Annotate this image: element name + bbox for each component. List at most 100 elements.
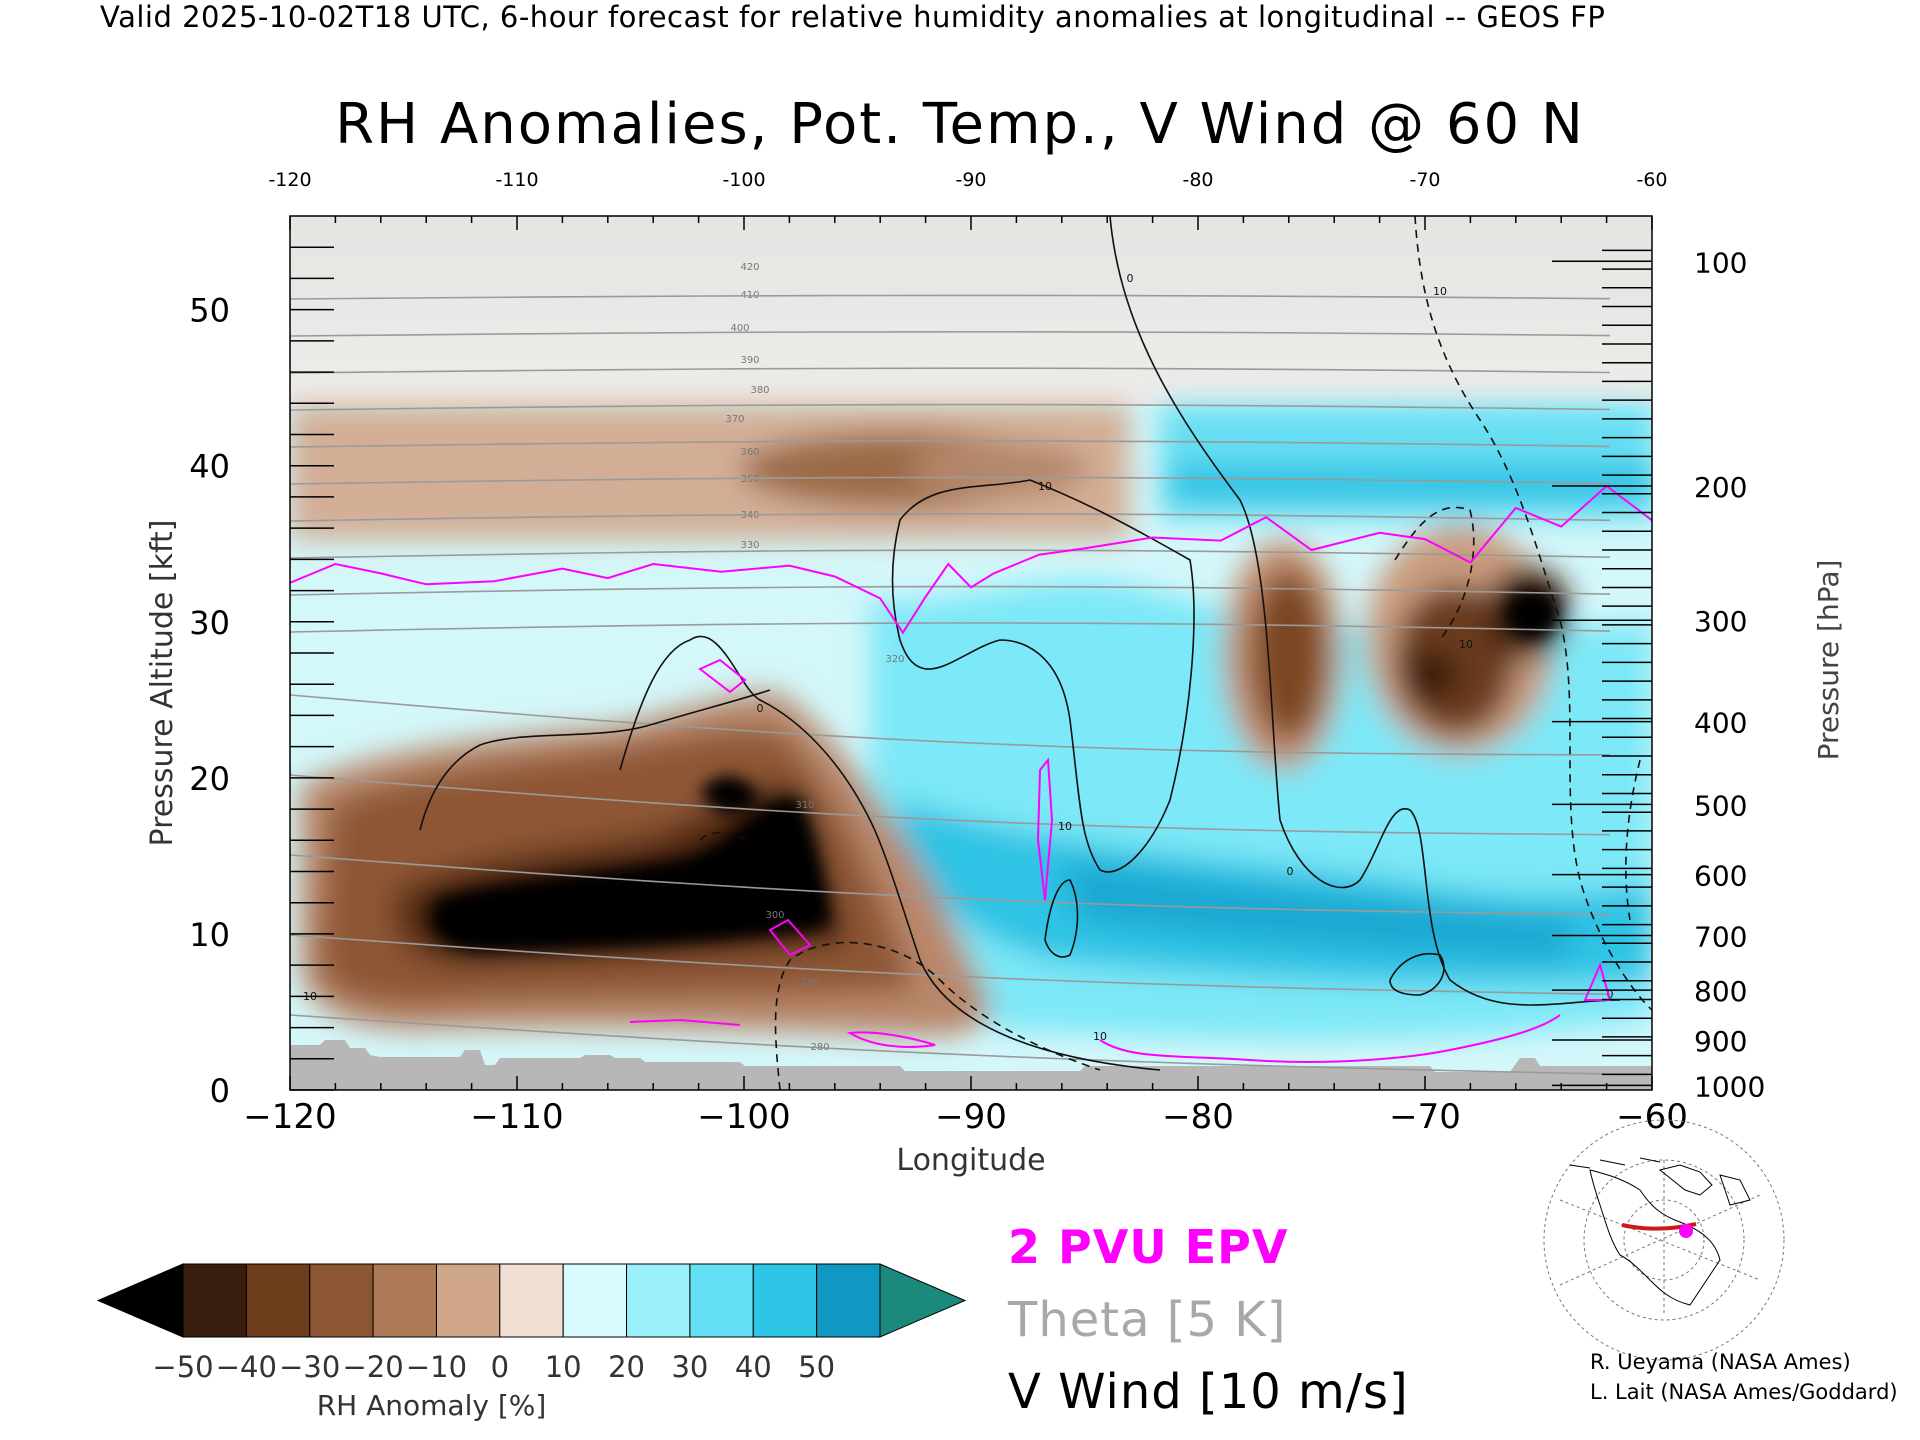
x-tick-label: −60 <box>1616 1097 1688 1137</box>
colorbar-swatch <box>752 1263 818 1338</box>
x-top-tick-label: -80 <box>1182 169 1213 191</box>
x-top-tick-label: -110 <box>495 169 538 191</box>
theta-contour-label: 300 <box>765 910 784 921</box>
colorbar-swatch <box>309 1263 374 1338</box>
colorbar-over-arrow <box>879 1263 967 1338</box>
colorbar-tick-label: 50 <box>798 1350 835 1384</box>
theta-contour <box>290 622 1611 642</box>
theta-contour <box>290 476 1611 494</box>
colorbar-swatch <box>182 1263 247 1338</box>
pressure-tick-label: 1000 <box>1694 1070 1765 1103</box>
pressure-tick-label: 500 <box>1694 789 1747 822</box>
colorbar-swatch <box>499 1263 564 1338</box>
pressure-tick-label: 800 <box>1694 975 1747 1008</box>
colorbar-swatch <box>372 1263 437 1338</box>
location-marker <box>1679 1224 1693 1238</box>
theta-contour <box>290 1005 1611 1075</box>
legend-theta: Theta [5 K] <box>1008 1292 1287 1348</box>
theta-contour <box>290 367 1611 383</box>
pressure-tick-label: 600 <box>1694 860 1747 893</box>
wind-contour-label: 0 <box>1607 988 1614 1001</box>
theta-contour-label: 420 <box>740 262 759 273</box>
colorbar-swatch <box>562 1263 628 1338</box>
colorbar-swatch <box>689 1263 754 1338</box>
y2-axis-label: Pressure [hPa] <box>1812 560 1845 761</box>
wind-contour-label: 0 <box>757 702 764 715</box>
theta-contour-label: 310 <box>795 800 814 811</box>
theta-contour-label: 280 <box>810 1042 829 1053</box>
x-tick-label: −110 <box>470 1097 563 1137</box>
theta-contour <box>290 440 1611 457</box>
wind-contour-label: 10 <box>1058 820 1072 833</box>
x-top-tick-label: -90 <box>955 169 986 191</box>
theta-contour-label: 380 <box>750 385 769 396</box>
colorbar-tick-label: 10 <box>545 1350 582 1384</box>
colorbar-tick-label: −20 <box>342 1350 403 1384</box>
theta-contour-label: 290 <box>800 977 819 988</box>
theta-contour <box>290 331 1611 346</box>
wind-contour-label: 10 <box>1459 638 1473 651</box>
legend-vwind: V Wind [10 m/s] <box>1008 1364 1409 1420</box>
pressure-tick-label: 400 <box>1694 707 1747 740</box>
theta-contour-label: 400 <box>730 323 749 334</box>
header-text: Valid 2025-10-02T18 UTC, 6-hour forecast… <box>100 0 1606 34</box>
theta-contour-label: 320 <box>885 654 904 665</box>
y-tick-label: 0 <box>210 1072 230 1110</box>
inset-map <box>1543 1119 1785 1361</box>
colorbar-swatch <box>816 1263 881 1338</box>
colorbar-tick-label: −50 <box>152 1350 213 1384</box>
x-top-tick-label: -100 <box>722 169 765 191</box>
legend-epv: 2 PVU EPV <box>1008 1220 1289 1274</box>
x-tick-label: −90 <box>935 1097 1007 1137</box>
colorbar-tick-label: 40 <box>735 1350 772 1384</box>
credit-line-2: L. Lait (NASA Ames/Goddard) <box>1590 1380 1898 1404</box>
theta-contour-label: 370 <box>725 414 744 425</box>
theta-contour <box>290 925 1611 996</box>
theta-contour <box>290 403 1611 420</box>
colorbar-tick-label: 0 <box>491 1350 509 1384</box>
colorbar-swatch <box>626 1263 691 1338</box>
x-tick-label: −70 <box>1389 1097 1461 1137</box>
colorbar-label: RH Anomaly [%] <box>317 1389 547 1422</box>
theta-contour <box>290 685 1611 756</box>
pressure-tick-label: 200 <box>1694 471 1747 504</box>
theta-contour <box>290 585 1611 605</box>
wind-contour-label: 10 <box>1433 285 1447 298</box>
pressure-tick-label: 100 <box>1694 246 1747 279</box>
x-tick-label: −120 <box>243 1097 336 1137</box>
theta-contour <box>290 549 1611 568</box>
y-tick-label: 40 <box>189 448 230 486</box>
colorbar-swatch <box>245 1263 311 1338</box>
colorbar: −50 −40 −30 −20 −10 0 10 20 30 40 50 RH Anomaly [%] <box>96 1263 967 1422</box>
colorbar-tick-label: −30 <box>279 1350 340 1384</box>
x-top-tick-label: -70 <box>1409 169 1440 191</box>
wind-contour-label: 10 <box>1093 1030 1107 1043</box>
theta-contour <box>290 765 1611 836</box>
y-tick-label: 50 <box>189 292 230 330</box>
theta-contour-label: 390 <box>740 355 759 366</box>
wind-contour-label: 0 <box>1287 865 1294 878</box>
colorbar-tick-label: −40 <box>216 1350 277 1384</box>
x-top-tick-label: -120 <box>268 169 311 191</box>
pressure-tick-label: 300 <box>1694 605 1747 638</box>
theta-contour-label: 350 <box>740 474 759 485</box>
y-tick-label: 20 <box>189 760 230 798</box>
chart-title: RH Anomalies, Pot. Temp., V Wind @ 60 N <box>335 92 1585 157</box>
colorbar-tick-label: 30 <box>671 1350 708 1384</box>
y-tick-label: 10 <box>189 916 230 954</box>
theta-contour-label: 360 <box>740 447 759 458</box>
theta-contour <box>290 513 1611 531</box>
wind-contour-label: 0 <box>1127 272 1134 285</box>
pressure-tick-label: 900 <box>1694 1025 1747 1058</box>
credit-line-1: R. Ueyama (NASA Ames) <box>1590 1350 1851 1374</box>
colorbar-tick-label: 20 <box>608 1350 645 1384</box>
pressure-tick-label: 700 <box>1694 920 1747 953</box>
epv-2pvu-line <box>290 484 1652 635</box>
colorbar-tick-label: −10 <box>406 1350 467 1384</box>
colorbar-under-arrow <box>96 1263 184 1338</box>
theta-contour <box>290 294 1611 309</box>
theta-contour-label: 330 <box>740 540 759 551</box>
x-tick-label: −100 <box>697 1097 790 1137</box>
y-axis-label: Pressure Altitude [kft] <box>145 520 180 847</box>
